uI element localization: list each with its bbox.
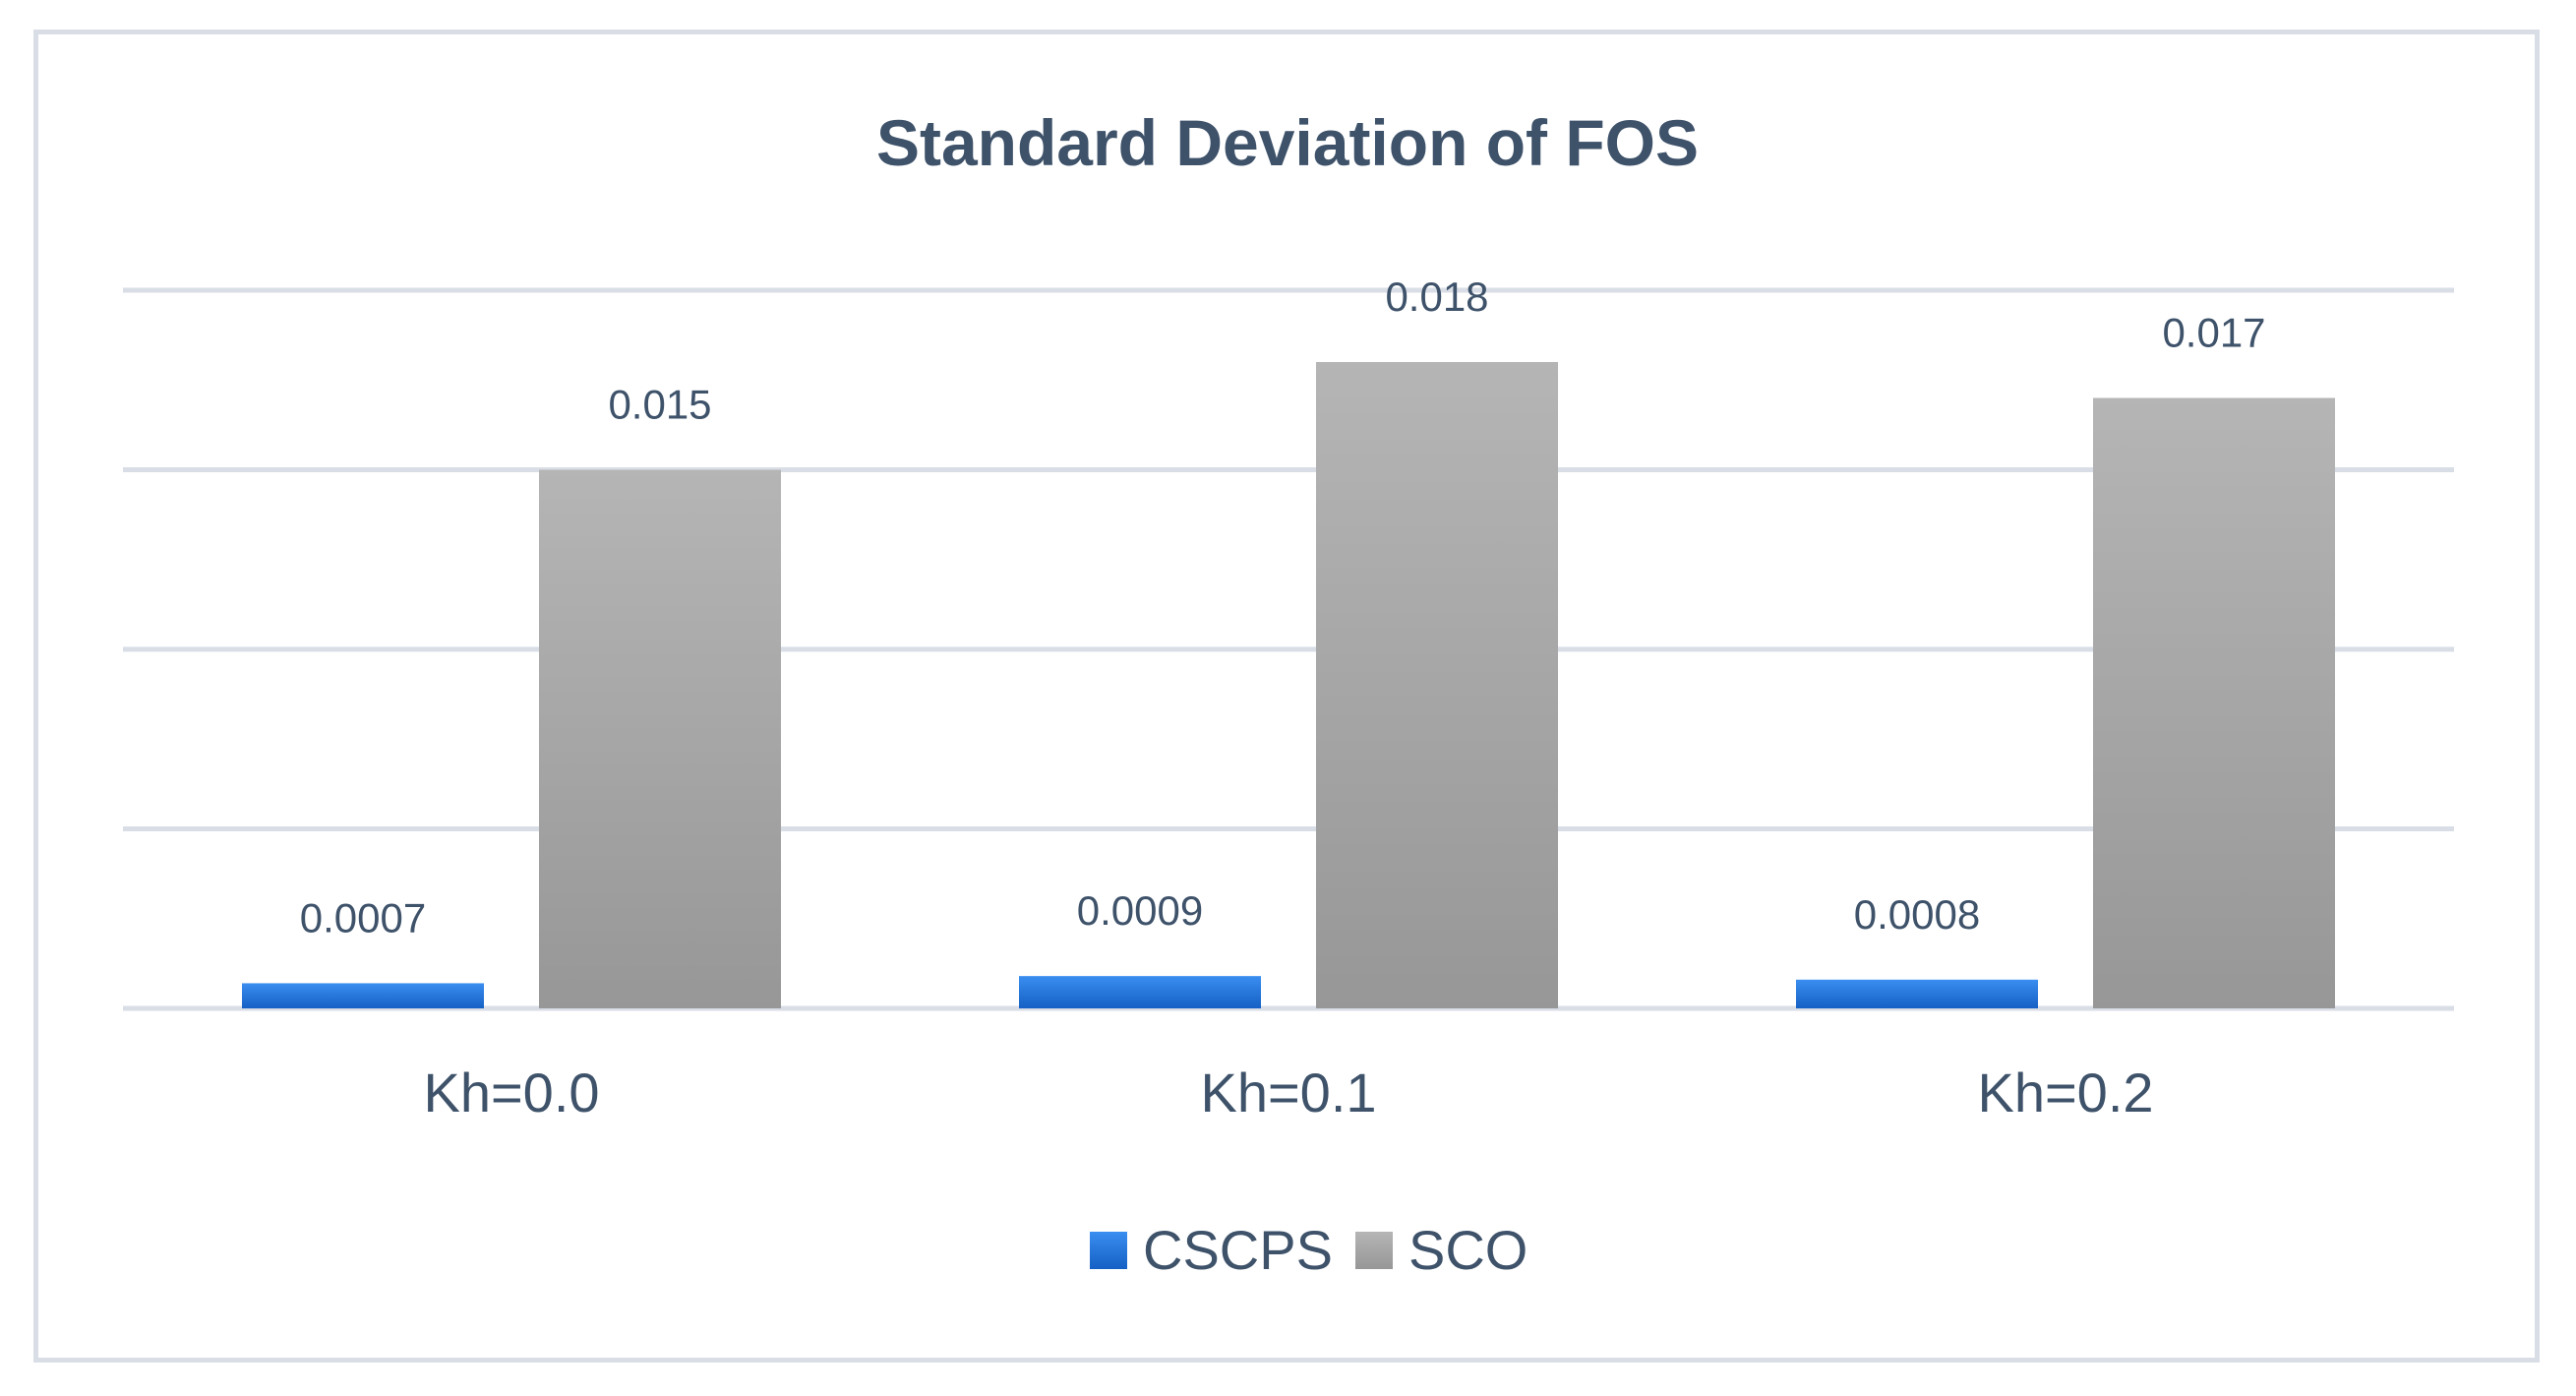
data-label-cscps-0: 0.0007 [300,894,426,941]
legend-swatch-cscps [1090,1232,1127,1269]
bar-cscps-2 [1796,979,2038,1008]
legend-label-sco: SCO [1408,1219,1528,1281]
legend-swatch-sco [1355,1232,1393,1269]
chart-title: Standard Deviation of FOS [876,106,1699,179]
bars [242,362,2335,1008]
x-tick-label: Kh=0.1 [1200,1062,1376,1123]
data-label-sco-1: 0.018 [1385,273,1488,320]
x-tick-label: Kh=0.0 [423,1062,599,1123]
x-tick-label: Kh=0.2 [1977,1062,2153,1123]
legend-label-cscps: CSCPS [1143,1219,1333,1281]
bar-cscps-1 [1019,976,1261,1008]
data-label-cscps-1: 0.0009 [1077,887,1203,934]
x-axis-ticks: Kh=0.0 Kh=0.1 Kh=0.2 [423,1062,2153,1123]
data-labels: 0.0007 0.015 0.0009 0.018 0.0008 0.017 [300,273,2266,941]
data-label-cscps-2: 0.0008 [1854,891,1980,938]
data-label-sco-0: 0.015 [608,382,711,428]
bar-sco-1 [1316,362,1558,1008]
bar-sco-2 [2093,397,2335,1008]
data-label-sco-2: 0.017 [2162,310,2265,356]
bar-cscps-0 [242,983,484,1008]
bar-sco-0 [539,469,781,1008]
legend: CSCPS SCO [1090,1219,1528,1281]
gridlines [123,287,2454,1011]
